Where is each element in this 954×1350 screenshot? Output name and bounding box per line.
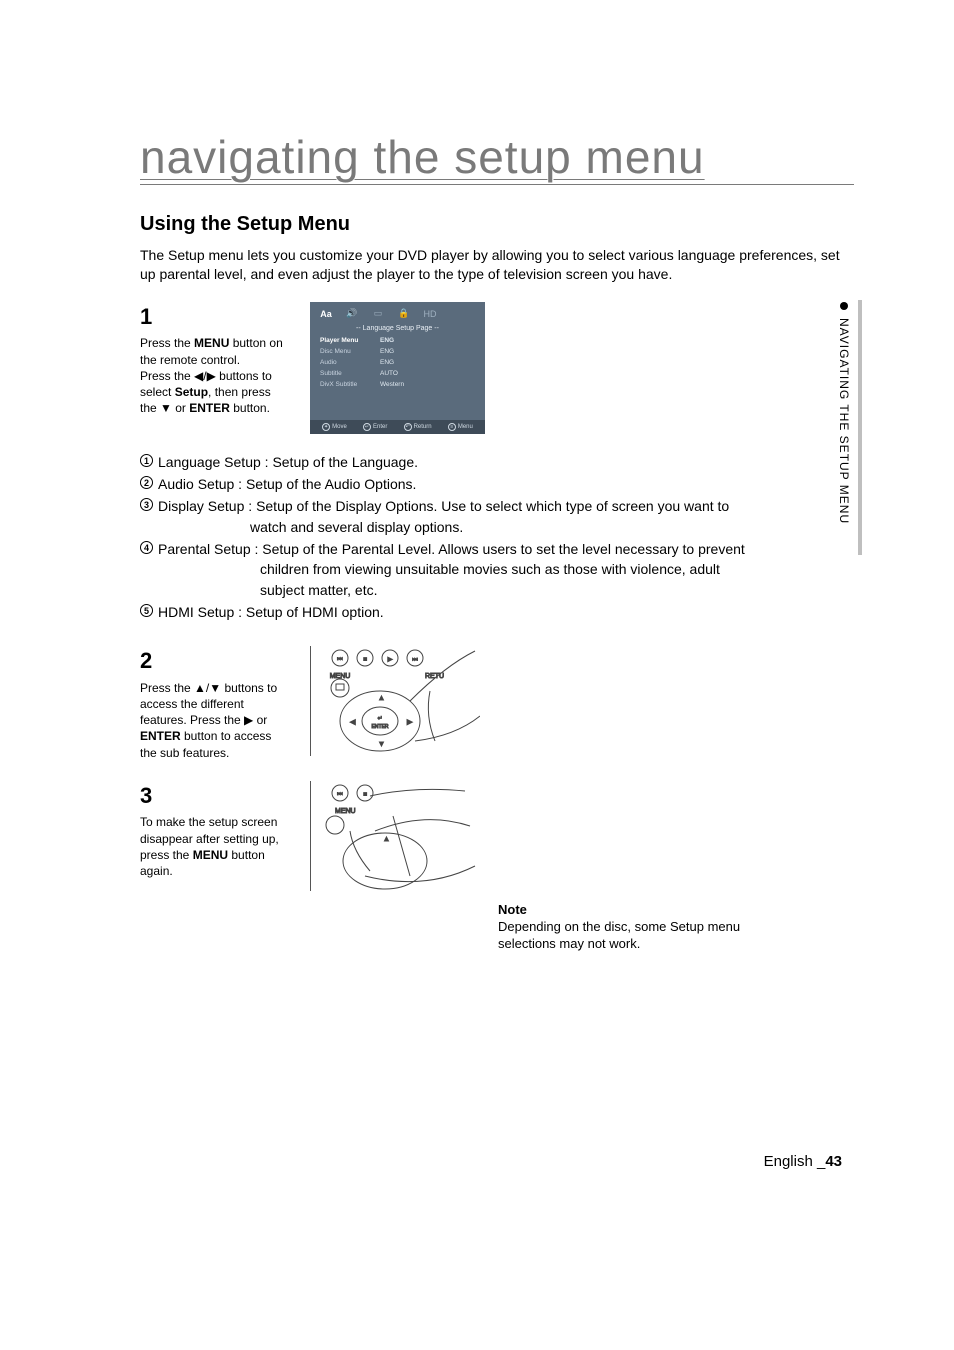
bullet-num-icon: 5 xyxy=(140,604,153,617)
side-tab: NAVIGATING THE SETUP MENU xyxy=(834,302,854,524)
svg-text:⏭: ⏭ xyxy=(412,657,418,663)
svg-text:MENU: MENU xyxy=(335,808,356,815)
svg-text:▼: ▼ xyxy=(378,741,385,748)
remote-illustration: ⏮ ■ ▶ ⏭ MENU RETU ↵ ENTER ◀ ▶ ▲ ▼ xyxy=(310,646,480,756)
svg-text:▲: ▲ xyxy=(378,695,385,702)
bullet-num-icon: 2 xyxy=(140,476,153,489)
page-footer: English _43 xyxy=(764,1153,842,1170)
step-2: 2 Press the ▲/▼ buttons to access the di… xyxy=(140,646,854,761)
intro-paragraph: The Setup menu lets you customize your D… xyxy=(140,246,854,284)
section-title: Using the Setup Menu xyxy=(140,213,854,236)
svg-text:◀: ◀ xyxy=(350,719,356,726)
step-2-number: 2 xyxy=(140,646,290,676)
osd-tab-hdmi-icon: HD xyxy=(422,308,438,320)
osd-row: DivX SubtitleWestern xyxy=(310,379,485,390)
svg-text:▲: ▲ xyxy=(383,836,390,843)
remote-illustration-2: ⏮ ■ MENU ▲ xyxy=(310,781,480,891)
osd-row: AudioENG xyxy=(310,357,485,368)
osd-screenshot: Aa 🔊 ▭ 🔒 HD -- Language Setup Page -- Pl… xyxy=(310,302,485,434)
osd-tab-parental-icon: 🔒 xyxy=(396,308,412,320)
bullet-num-icon: 4 xyxy=(140,541,153,554)
osd-tab-audio-icon: 🔊 xyxy=(344,308,360,320)
note-body: Depending on the disc, some Setup menu s… xyxy=(498,919,778,953)
note: Note Depending on the disc, some Setup m… xyxy=(498,902,778,953)
step-1-number: 1 xyxy=(140,302,290,332)
svg-text:▶: ▶ xyxy=(388,657,393,663)
step-3-number: 3 xyxy=(140,781,290,811)
side-tab-dot-icon xyxy=(840,302,848,310)
osd-title: -- Language Setup Page -- xyxy=(310,324,485,335)
bullet-language: 1 Language Setup : Setup of the Language… xyxy=(140,452,854,472)
menu-icon: ≡ xyxy=(448,423,456,431)
bullet-hdmi: 5 HDMI Setup : Setup of HDMI option. xyxy=(140,602,854,622)
chapter-title: navigating the setup menu xyxy=(140,130,854,185)
step-2-text: 2 Press the ▲/▼ buttons to access the di… xyxy=(140,646,290,761)
step-1-line2: Press the ◀/▶ buttons to select Setup, t… xyxy=(140,369,272,415)
osd-footer: ✦Move ↵Enter ↶Return ≡Menu xyxy=(310,420,485,434)
osd-row: Player MenuENG xyxy=(310,335,485,346)
svg-text:ENTER: ENTER xyxy=(372,724,389,730)
footer-language: English _ xyxy=(764,1153,826,1170)
osd-tab-language-icon: Aa xyxy=(318,308,334,320)
return-icon: ↶ xyxy=(404,423,412,431)
bullet-parental: 4 Parental Setup : Setup of the Parental… xyxy=(140,539,854,600)
bullet-num-icon: 1 xyxy=(140,454,153,467)
bullet-display: 3 Display Setup : Setup of the Display O… xyxy=(140,496,854,537)
svg-text:⏮: ⏮ xyxy=(337,657,343,663)
svg-text:■: ■ xyxy=(363,657,367,663)
svg-text:⏮: ⏮ xyxy=(337,792,343,798)
step-1-text: 1 Press the MENU button on the remote co… xyxy=(140,302,290,434)
side-tab-label: NAVIGATING THE SETUP MENU xyxy=(837,318,851,524)
setup-descriptions: 1 Language Setup : Setup of the Language… xyxy=(140,452,854,622)
step-2-body: Press the ▲/▼ buttons to access the diff… xyxy=(140,681,277,760)
note-title: Note xyxy=(498,902,778,919)
step-1: 1 Press the MENU button on the remote co… xyxy=(140,302,854,434)
osd-row: Disc MenuENG xyxy=(310,346,485,357)
osd-tab-display-icon: ▭ xyxy=(370,308,386,320)
step-3: 3 To make the setup screen disappear aft… xyxy=(140,781,854,891)
svg-text:▶: ▶ xyxy=(407,719,413,726)
move-icon: ✦ xyxy=(322,423,330,431)
svg-text:↵: ↵ xyxy=(377,716,382,722)
page: navigating the setup menu Using the Setu… xyxy=(0,0,954,1350)
osd-tabs: Aa 🔊 ▭ 🔒 HD xyxy=(310,302,485,324)
enter-icon: ↵ xyxy=(363,423,371,431)
page-number: 43 xyxy=(825,1153,842,1170)
svg-text:■: ■ xyxy=(363,792,367,798)
bullet-audio: 2 Audio Setup : Setup of the Audio Optio… xyxy=(140,474,854,494)
step-3-text: 3 To make the setup screen disappear aft… xyxy=(140,781,290,891)
step-3-body: To make the setup screen disappear after… xyxy=(140,815,279,878)
bullet-num-icon: 3 xyxy=(140,498,153,511)
side-index-bar xyxy=(858,300,862,555)
step-1-line: Press the MENU button on the remote cont… xyxy=(140,336,283,366)
osd-row: SubtitleAUTO xyxy=(310,368,485,379)
